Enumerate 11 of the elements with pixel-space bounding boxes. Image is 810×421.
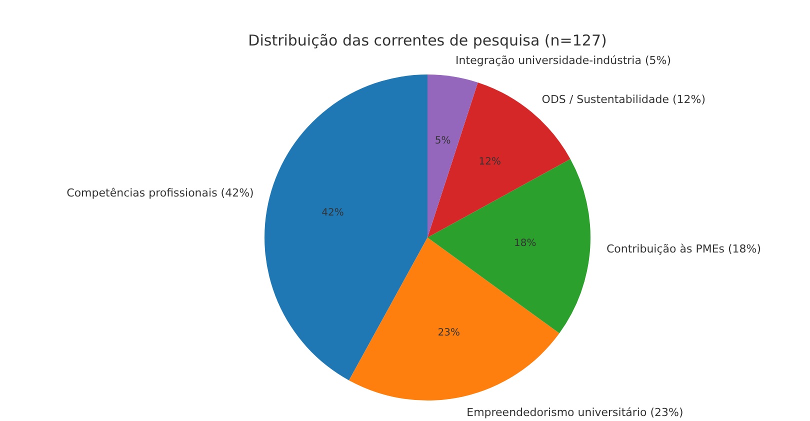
chart-title: Distribuição das correntes de pesquisa (n=127) xyxy=(248,32,607,50)
slice-label: Empreendedorismo universitário (23%) xyxy=(466,406,684,419)
slice-label: Integração universidade-indústria (5%) xyxy=(456,54,672,67)
data-label: 18% xyxy=(514,238,536,250)
data-label: 42% xyxy=(322,208,344,219)
slice-label: ODS / Sustentabilidade (12%) xyxy=(542,92,706,106)
data-label: 12% xyxy=(478,156,501,168)
slice-label: Competências profissionais (42%) xyxy=(66,186,254,200)
data-label: 5% xyxy=(434,135,451,146)
slice-label: Contribuição às PMEs (18%) xyxy=(606,242,762,256)
data-label: 23% xyxy=(438,327,460,338)
